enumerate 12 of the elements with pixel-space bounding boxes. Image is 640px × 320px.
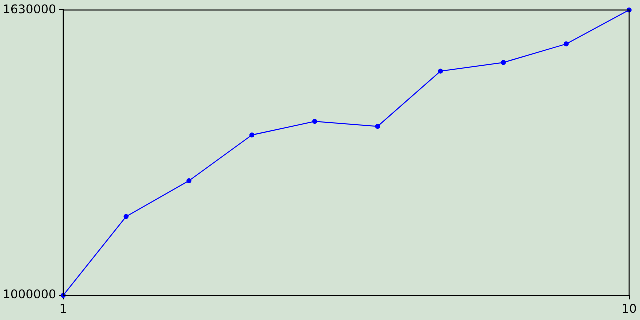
- y-tick-label: 1630000: [2, 2, 56, 16]
- point: [312, 119, 318, 124]
- x-tick-label: 1: [60, 302, 68, 316]
- point: [501, 60, 506, 66]
- point: [438, 68, 444, 74]
- point: [186, 178, 192, 184]
- point: [124, 214, 129, 220]
- point: [250, 132, 255, 138]
- point: [564, 42, 569, 47]
- x-tick-label: 10: [622, 302, 638, 316]
- point: [375, 124, 380, 130]
- y-tick-label: 1000000: [2, 288, 56, 302]
